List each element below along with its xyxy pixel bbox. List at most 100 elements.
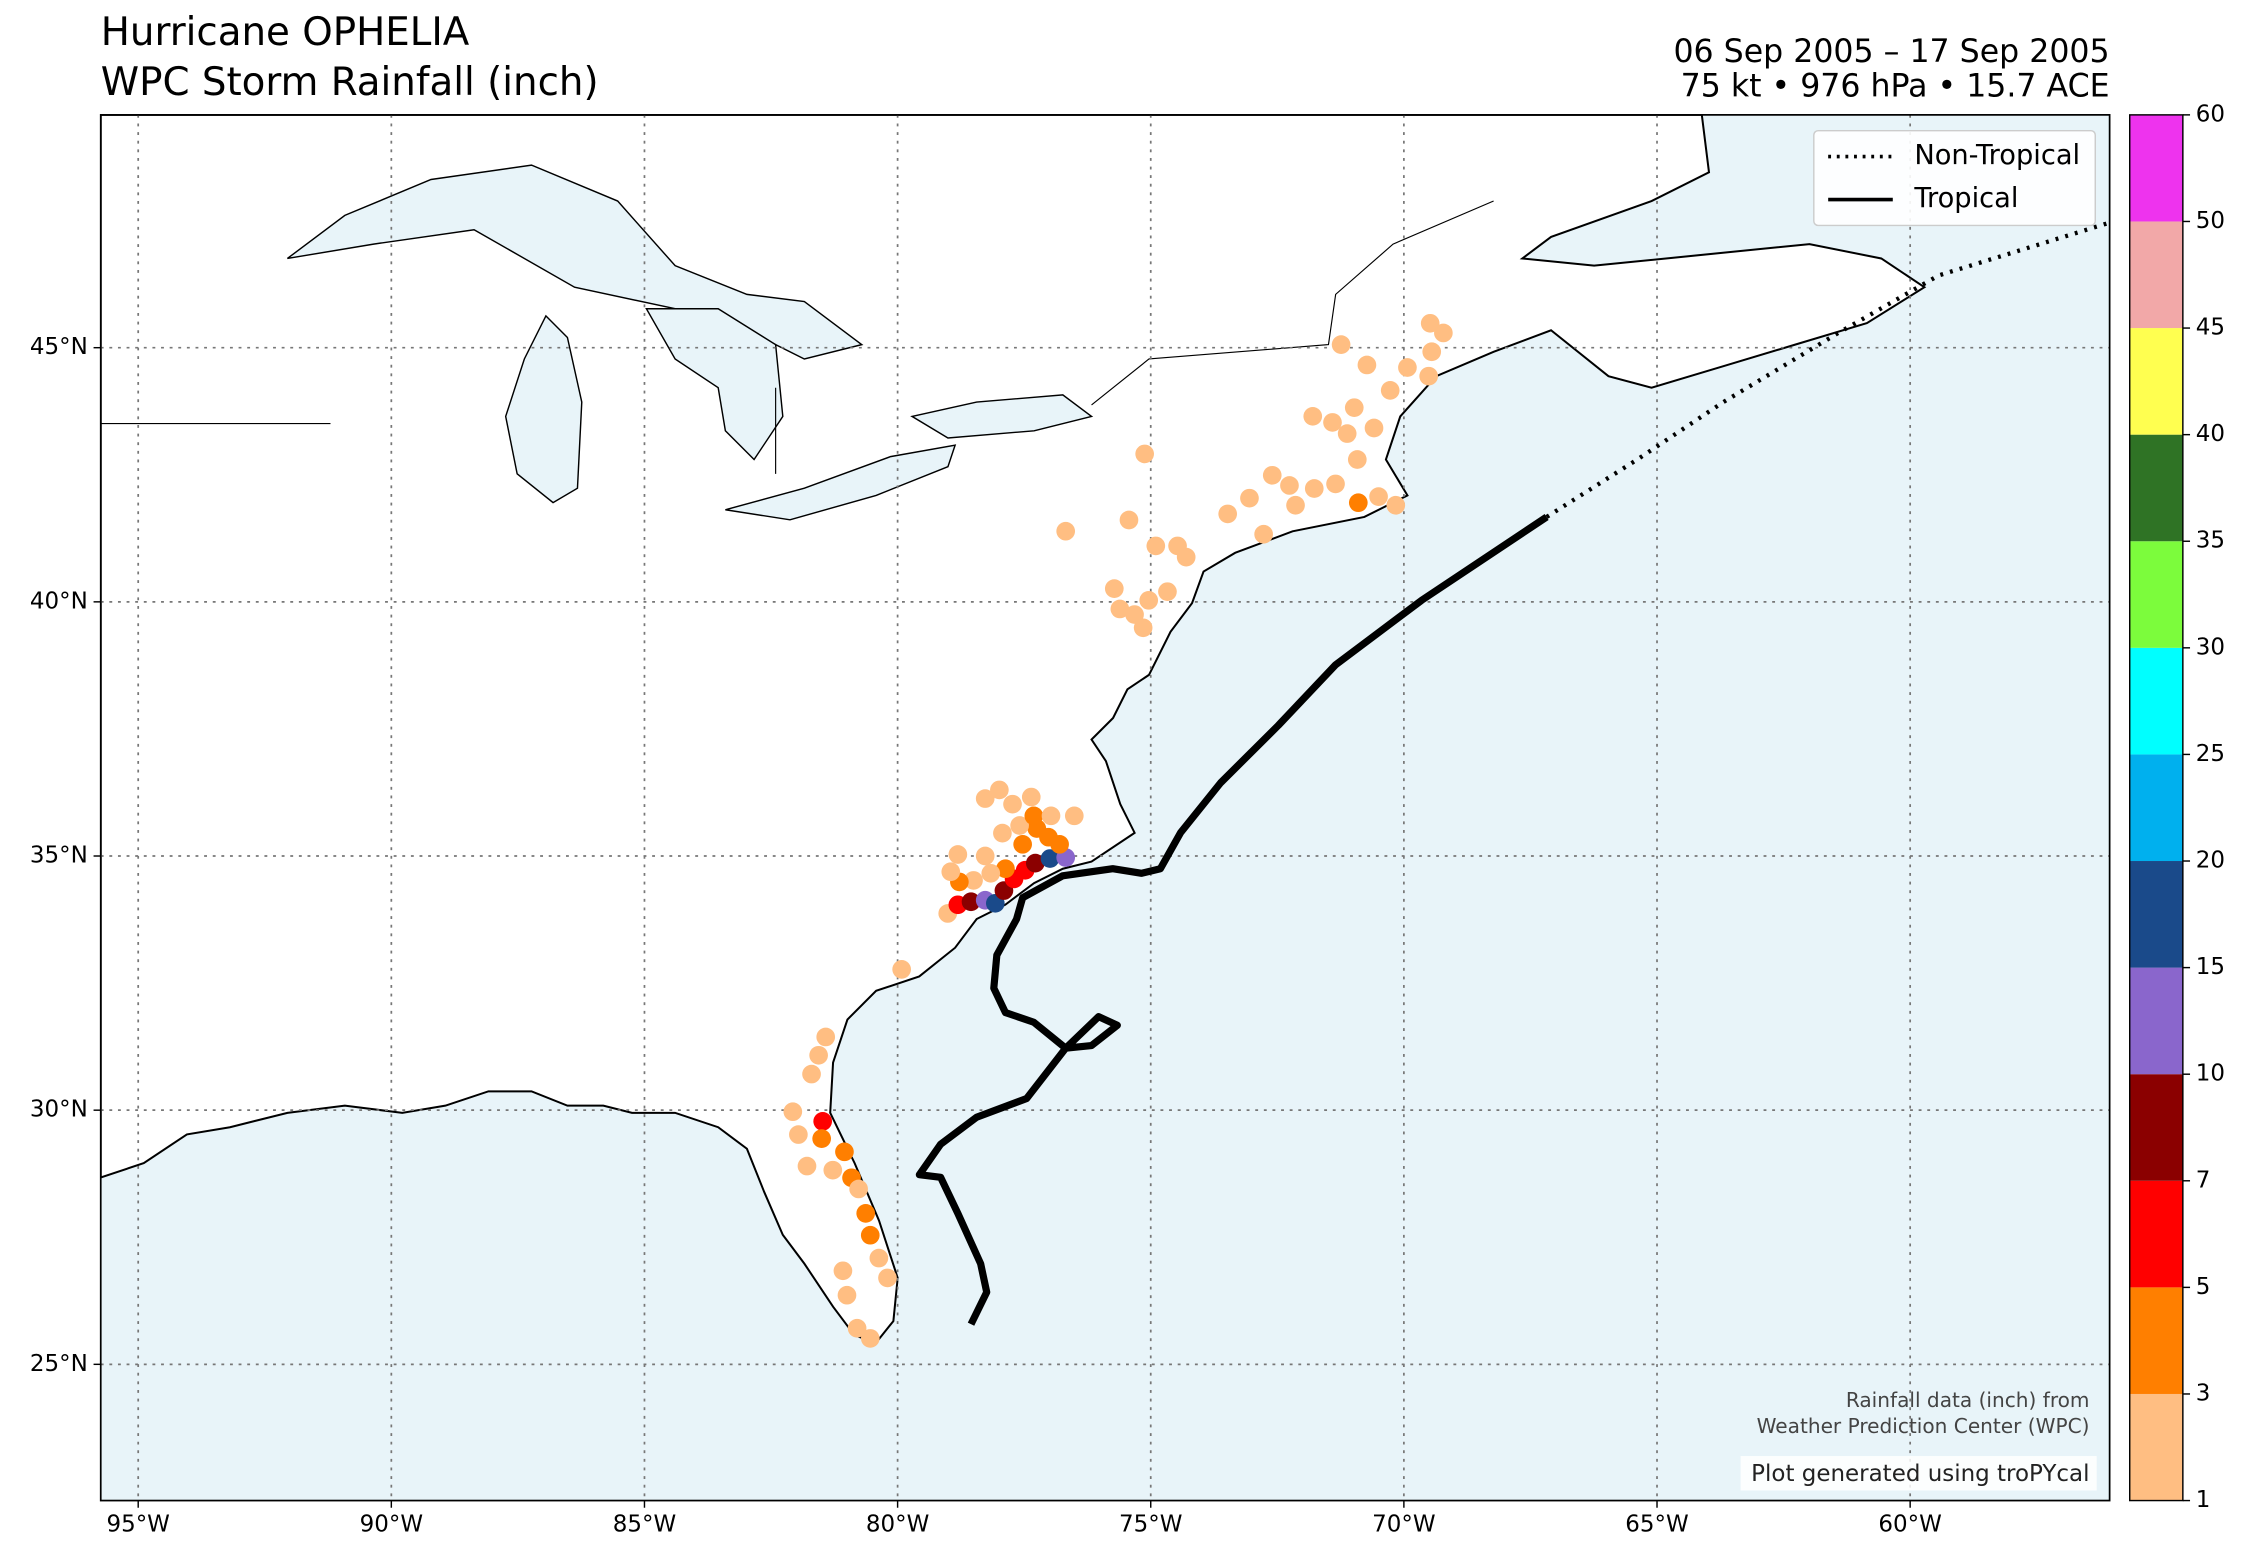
- colorbar-segment: [2129, 647, 2183, 755]
- rainfall-point: [1347, 450, 1367, 469]
- rainfall-point: [1357, 355, 1377, 375]
- rainfall-point: [948, 845, 968, 864]
- legend-label: Tropical: [1913, 183, 2018, 214]
- rainfall-point: [1304, 479, 1324, 498]
- annotation: Plot generated using troPYcal: [1751, 1461, 2089, 1487]
- rainfall-point: [847, 1318, 867, 1338]
- colorbar-tick-label: 7: [2196, 1167, 2211, 1193]
- rainfall-point: [1240, 488, 1259, 508]
- rainfall-point: [975, 789, 995, 808]
- rainfall-point: [833, 1261, 853, 1281]
- x-tick-label: 95°W: [106, 1511, 169, 1537]
- colorbar-tick-label: 40: [2196, 421, 2225, 447]
- rainfall-point: [1040, 849, 1060, 868]
- legend: Non-Tropical Tropical: [1813, 129, 2096, 227]
- rainfall-point: [1419, 366, 1439, 386]
- rainfall-point: [816, 1027, 836, 1047]
- rainfall-point: [975, 846, 995, 866]
- rainfall-point: [860, 1225, 880, 1245]
- lake-huron: [645, 308, 784, 461]
- colorbar-tick-label: 45: [2196, 315, 2225, 341]
- rainfall-point: [1119, 510, 1139, 530]
- colorbar-segment: [2129, 1393, 2183, 1501]
- colorbar-tick-label: 20: [2196, 848, 2225, 874]
- annotation: Weather Prediction Center (WPC): [1757, 1414, 2090, 1438]
- lake-michigan: [504, 314, 583, 504]
- rainfall-point: [860, 1329, 880, 1348]
- credit-box: [1740, 1456, 2097, 1491]
- legend-label: Non-Tropical: [1914, 140, 2080, 171]
- lake-ontario: [910, 394, 1094, 439]
- rainfall-point: [1323, 413, 1342, 432]
- rainfall-point: [1125, 605, 1144, 624]
- rainfall-point: [1104, 579, 1124, 598]
- rainfall-point: [1133, 618, 1153, 638]
- rainfall-point: [849, 1179, 868, 1199]
- rainfall-point: [1135, 444, 1155, 464]
- rainfall-point: [1110, 599, 1130, 619]
- rainfall-point: [789, 1125, 808, 1144]
- rainfall-point: [783, 1102, 803, 1122]
- intensity-summary: 75 kt • 976 hPa • 15.7 ACE: [1681, 69, 2110, 105]
- x-tick-label: 90°W: [360, 1511, 423, 1537]
- x-tick-label: 70°W: [1372, 1511, 1435, 1537]
- data-layer: [783, 220, 2110, 1348]
- y-tick-label: 35°N: [30, 843, 88, 869]
- rainfall-point: [1024, 806, 1044, 826]
- basemap: [100, 114, 2110, 1501]
- lake-erie: [725, 444, 957, 521]
- rainfall-point: [1434, 323, 1453, 343]
- rainfall-point: [1331, 335, 1351, 354]
- colorbar-tick-label: 10: [2196, 1061, 2225, 1087]
- rainfall-point: [892, 960, 911, 979]
- rainfall-point: [1348, 493, 1368, 513]
- rainfall-point: [812, 1129, 832, 1148]
- rainfall-point: [1254, 524, 1273, 544]
- rainfall-point: [878, 1268, 897, 1288]
- rainfall-point: [809, 1045, 828, 1065]
- colorbar-tick-label: 25: [2196, 741, 2225, 767]
- colorbar-tick-label: 5: [2196, 1274, 2211, 1300]
- storm-track: [915, 513, 1549, 1326]
- colorbar-tick-label: 15: [2196, 954, 2225, 980]
- rainfall-point: [1326, 474, 1345, 494]
- rainfall-point: [1064, 806, 1084, 826]
- x-tick-label: 80°W: [866, 1511, 929, 1537]
- map-frame: [99, 114, 2111, 1502]
- colorbar-segment: [2129, 1287, 2183, 1394]
- colorbar-segment: [2129, 328, 2183, 435]
- colorbar-tick-label: 3: [2196, 1380, 2211, 1406]
- rainfall-point: [996, 859, 1015, 879]
- colorbar-segment: [2129, 754, 2183, 862]
- rainfall-point: [1176, 547, 1196, 567]
- rainfall-point: [1286, 495, 1305, 515]
- rainfall-point: [1337, 424, 1357, 443]
- rainfall-point: [1013, 834, 1032, 854]
- rainfall-point: [813, 1112, 833, 1131]
- rainfall-point: [1158, 582, 1177, 602]
- x-tick-label: 60°W: [1878, 1511, 1941, 1537]
- colorbar-tick-label: 30: [2196, 634, 2225, 660]
- rainfall-point: [1386, 495, 1406, 515]
- rainfall-point: [802, 1064, 821, 1084]
- rainfall-point: [1146, 536, 1166, 556]
- colorbar-tick-label: 60: [2196, 101, 2225, 127]
- colorbar-segment: [2129, 1074, 2183, 1181]
- rainfall-point: [869, 1248, 889, 1268]
- colorbar-segment: [2129, 541, 2183, 648]
- annotation: Rainfall data (inch) from: [1846, 1388, 2090, 1412]
- colorbar-tick-label: 35: [2196, 528, 2225, 554]
- rainfall-point: [941, 862, 961, 882]
- us-canada-border: [100, 200, 1494, 474]
- date-range: 06 Sep 2005 – 17 Sep 2005: [1673, 34, 2109, 70]
- rainfall-point: [1010, 816, 1029, 835]
- graticule: [100, 114, 2110, 1501]
- colorbar-segment: [2129, 114, 2183, 222]
- rainfall-point: [1139, 590, 1159, 610]
- rainfall-point: [961, 892, 981, 912]
- rainfall-point: [1398, 358, 1417, 377]
- rainfall-point: [1280, 476, 1299, 495]
- chart-subtitle: WPC Storm Rainfall (inch): [101, 60, 599, 105]
